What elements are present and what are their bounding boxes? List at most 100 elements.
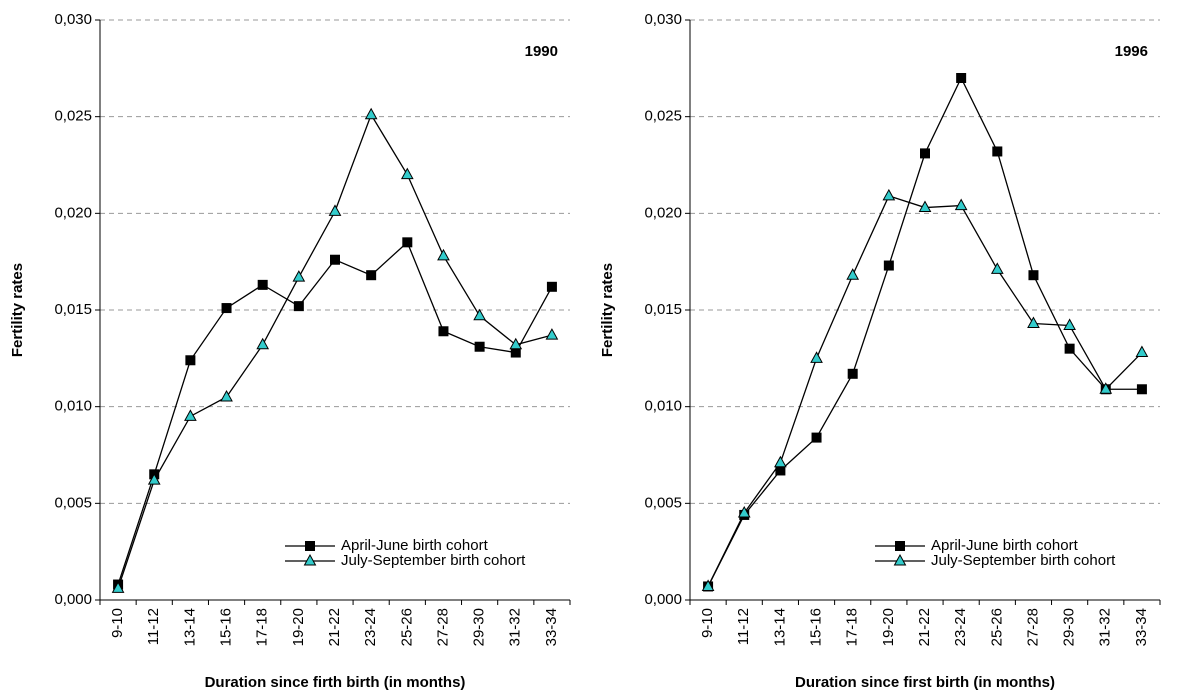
marker: [992, 146, 1003, 157]
x-tick-label: 27-28: [434, 608, 451, 646]
marker: [364, 107, 378, 120]
marker: [546, 281, 557, 292]
x-tick-label: 13-14: [181, 608, 198, 646]
marker: [184, 409, 197, 421]
legend-label: April-June birth cohort: [341, 537, 489, 554]
marker: [737, 505, 751, 518]
legend-label: July-September birth cohort: [931, 552, 1116, 569]
legend-label: July-September birth cohort: [341, 552, 526, 569]
y-axis-label: Fertility rates: [599, 263, 616, 357]
marker: [774, 455, 787, 468]
y-tick-label: 0,000: [644, 591, 682, 608]
y-tick-label: 0,015: [644, 301, 682, 318]
legend-marker: [303, 553, 317, 566]
x-axis-label: Duration since firth birth (in months): [205, 674, 466, 691]
x-tick-label: 13-14: [771, 608, 788, 646]
y-tick-label: 0,030: [54, 11, 92, 28]
marker: [1064, 343, 1075, 354]
marker: [882, 188, 896, 201]
marker: [402, 237, 413, 248]
marker: [846, 268, 860, 280]
x-tick-label: 11-12: [735, 608, 752, 645]
marker: [990, 262, 1004, 274]
y-tick-label: 0,005: [644, 494, 682, 511]
x-tick-label: 27-28: [1024, 608, 1041, 646]
marker: [956, 73, 967, 83]
x-tick-label: 11-12: [145, 608, 162, 645]
marker: [185, 355, 196, 366]
legend-label: April-June birth cohort: [931, 537, 1079, 554]
x-tick-label: 19-20: [880, 608, 897, 646]
x-tick-label: 15-16: [218, 608, 235, 646]
x-tick-label: 23-24: [952, 608, 969, 646]
marker: [330, 254, 340, 265]
marker: [810, 351, 823, 363]
marker: [328, 204, 342, 216]
marker: [811, 432, 822, 443]
marker: [920, 148, 930, 159]
marker: [545, 328, 559, 340]
marker: [1027, 316, 1040, 329]
marker: [918, 200, 932, 213]
y-tick-label: 0,025: [644, 108, 682, 125]
y-tick-label: 0,020: [644, 204, 682, 221]
marker: [509, 337, 523, 350]
series-line: [707, 195, 1143, 587]
legend-marker: [895, 541, 905, 551]
marker: [1063, 318, 1076, 330]
marker: [400, 167, 414, 180]
x-tick-label: 25-26: [988, 608, 1005, 646]
marker: [220, 389, 233, 402]
x-tick-label: 17-18: [844, 608, 861, 646]
marker: [883, 260, 894, 271]
marker: [954, 198, 968, 211]
annotation: 1996: [1115, 43, 1148, 60]
marker: [256, 337, 270, 350]
y-tick-label: 0,030: [644, 11, 682, 28]
marker: [701, 579, 715, 591]
marker: [221, 303, 232, 314]
marker: [111, 581, 125, 593]
annotation: 1990: [525, 43, 558, 60]
x-tick-label: 21-22: [326, 608, 343, 646]
marker: [437, 248, 450, 261]
x-tick-label: 31-32: [1097, 608, 1114, 646]
marker: [1099, 382, 1113, 394]
x-tick-label: 17-18: [254, 608, 271, 646]
x-tick-label: 9-10: [109, 608, 126, 638]
marker: [366, 270, 377, 281]
marker: [292, 270, 306, 282]
y-tick-label: 0,010: [54, 398, 92, 415]
y-tick-label: 0,005: [54, 494, 92, 511]
marker: [473, 308, 486, 321]
series-line: [117, 241, 553, 585]
x-axis-label: Duration since first birth (in months): [795, 674, 1055, 691]
y-tick-label: 0,025: [54, 108, 92, 125]
marker: [510, 347, 521, 358]
marker: [257, 279, 268, 290]
series-line: [117, 113, 553, 589]
legend-marker: [893, 553, 907, 566]
x-tick-label: 29-30: [471, 608, 488, 646]
legend-marker: [305, 541, 315, 551]
x-tick-label: 31-32: [507, 608, 524, 646]
x-tick-label: 21-22: [916, 608, 933, 646]
x-tick-label: 19-20: [290, 608, 307, 646]
marker: [1136, 384, 1147, 395]
y-axis-label: Fertility rates: [9, 263, 26, 357]
y-tick-label: 0,015: [54, 301, 92, 318]
x-tick-label: 33-34: [1133, 608, 1150, 646]
y-tick-label: 0,010: [644, 398, 682, 415]
y-tick-label: 0,000: [54, 591, 92, 608]
marker: [847, 368, 858, 379]
marker: [147, 473, 161, 485]
marker: [1028, 270, 1039, 281]
x-tick-label: 33-34: [543, 608, 560, 646]
x-tick-label: 25-26: [398, 608, 415, 646]
marker: [1135, 345, 1149, 358]
y-tick-label: 0,020: [54, 204, 92, 221]
marker: [438, 326, 449, 337]
x-tick-label: 15-16: [808, 608, 825, 646]
x-tick-label: 9-10: [699, 608, 716, 638]
